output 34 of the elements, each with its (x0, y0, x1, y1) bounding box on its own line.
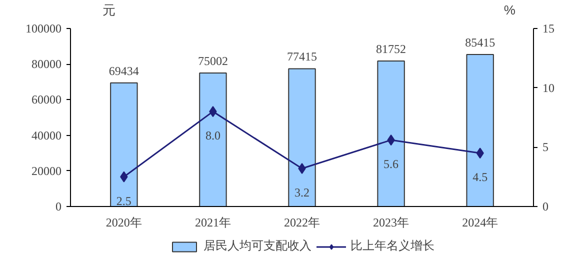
y-tick-label: 40000 (32, 128, 62, 142)
x-tick-label: 2020年 (106, 216, 142, 230)
data-label: 5.6 (384, 157, 399, 172)
y2-tick-label: 10 (542, 80, 554, 95)
y2-axis-title: % (504, 2, 516, 18)
bar (466, 54, 494, 206)
y2-tick-label: 5 (542, 140, 548, 154)
bar (288, 68, 316, 206)
legend-label: 居民人均可支配收入 (204, 238, 312, 254)
y-tick-label: 60000 (32, 92, 62, 107)
y-axis-title: 元 (102, 2, 116, 18)
x-tick-label: 2023年 (373, 216, 410, 230)
y-tick-label: 80000 (32, 57, 62, 72)
bar (377, 60, 405, 206)
data-label: 75002 (198, 54, 228, 68)
y-tick-label: 0 (56, 200, 62, 214)
x-tick-label: 2022年 (284, 216, 320, 230)
bar (199, 72, 227, 206)
y-tick-label: 100000 (26, 22, 62, 36)
data-label: 81752 (376, 42, 406, 56)
data-label: 4.5 (472, 170, 488, 184)
y2-tick-label: 0 (542, 200, 548, 214)
y-tick-label: 20000 (32, 164, 62, 178)
bar (110, 82, 138, 206)
data-label: 8.0 (205, 128, 220, 143)
data-label: 85415 (465, 35, 496, 50)
data-label: 77415 (287, 50, 317, 64)
data-label: 69434 (108, 64, 139, 78)
x-tick-label: 2021年 (194, 216, 231, 230)
data-label: 3.2 (294, 186, 310, 200)
y2-tick-label: 15 (542, 22, 554, 36)
data-label: 2.5 (116, 194, 132, 208)
x-tick-label: 2024年 (462, 216, 498, 230)
legend-label: 比上年名义增长 (350, 238, 434, 254)
